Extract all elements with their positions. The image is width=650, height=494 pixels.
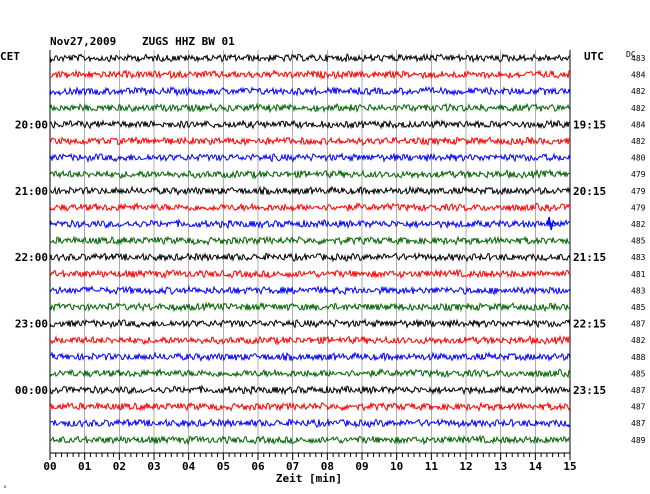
dc-offset-label: 487 xyxy=(631,320,646,329)
x-tick-label: 14 xyxy=(529,460,543,473)
x-tick-label: 10 xyxy=(390,460,403,473)
seismogram-trace xyxy=(49,417,571,429)
left-timezone-label: CET xyxy=(0,50,20,63)
left-time-label: 22:00 xyxy=(15,251,48,264)
seismogram-trace xyxy=(49,69,571,80)
dc-header-label: DC xyxy=(626,50,636,59)
right-timezone-label: UTC xyxy=(584,50,604,63)
dc-offset-label: 489 xyxy=(631,436,646,445)
dc-offset-label: 482 xyxy=(631,137,646,146)
seismogram-trace xyxy=(49,102,571,114)
dc-offset-label: 483 xyxy=(631,253,646,262)
left-time-label: 21:00 xyxy=(15,185,48,198)
dc-offset-label: 480 xyxy=(631,154,646,163)
dc-offset-label: 482 xyxy=(631,336,646,345)
x-tick-label: 04 xyxy=(182,460,196,473)
seismogram-trace xyxy=(49,185,571,196)
left-time-label: 00:00 xyxy=(15,384,48,397)
seismogram-trace xyxy=(49,53,571,64)
dc-offset-label: 487 xyxy=(631,403,646,412)
x-tick-label: 06 xyxy=(251,460,265,473)
x-tick-label: 15 xyxy=(563,460,576,473)
x-tick-label: 09 xyxy=(355,460,368,473)
seismogram-trace xyxy=(49,201,571,213)
dc-offset-label: 485 xyxy=(631,303,646,312)
dc-offset-label: 482 xyxy=(631,87,646,96)
seismogram-trace xyxy=(49,152,571,164)
seismogram-trace xyxy=(49,251,571,263)
seismogram-trace xyxy=(49,434,571,446)
x-tick-label: 02 xyxy=(113,460,126,473)
x-tick-label: 03 xyxy=(147,460,160,473)
right-time-labels: 19:15 20:15 21:15 22:15 23:15 xyxy=(573,118,606,397)
seismogram-trace xyxy=(49,318,571,330)
seismogram-trace xyxy=(49,85,571,98)
dc-offset-label: 483 xyxy=(631,286,646,295)
seismogram-trace xyxy=(49,301,571,313)
seismogram-trace xyxy=(49,168,571,180)
x-axis-label: Zeit [min] xyxy=(276,472,342,485)
seismogram-trace xyxy=(49,218,571,230)
seismogram-trace xyxy=(49,351,571,362)
right-time-label: 23:15 xyxy=(573,384,606,397)
right-time-label: 22:15 xyxy=(573,318,606,331)
dc-offset-label: 484 xyxy=(631,71,646,80)
station-name: ZUGS HHZ BW 01 xyxy=(142,35,235,48)
dc-offset-label: 482 xyxy=(631,220,646,229)
dc-offset-label: 479 xyxy=(631,203,646,212)
x-tick-label: 13 xyxy=(494,460,507,473)
dc-offset-label: 484 xyxy=(631,120,646,129)
seismogram-trace xyxy=(49,235,571,246)
dc-offset-label: 482 xyxy=(631,104,646,113)
seismogram-traces xyxy=(49,53,571,446)
right-time-label: 19:15 xyxy=(573,118,606,131)
dc-offset-label: 485 xyxy=(631,369,646,378)
x-tick-label: 12 xyxy=(459,460,472,473)
right-time-label: 21:15 xyxy=(573,251,606,264)
right-time-label: 20:15 xyxy=(573,185,606,198)
dc-offset-label: 487 xyxy=(631,419,646,428)
dc-offset-label: 487 xyxy=(631,386,646,395)
left-time-label: 20:00 xyxy=(15,118,48,131)
left-time-label: 23:00 xyxy=(15,318,48,331)
dc-offset-labels: 483 484 482 482 484 482 480 479 479 479 482 485 483 4… xyxy=(631,54,646,445)
event-spike xyxy=(546,216,556,231)
x-tick-label: 08 xyxy=(321,460,334,473)
corner-mark: ₓ xyxy=(3,482,7,490)
x-tick-label: 01 xyxy=(78,460,92,473)
x-tick-label: 00 xyxy=(43,460,56,473)
dc-offset-label: 488 xyxy=(631,353,646,362)
left-time-labels: 20:00 21:00 22:00 23:00 00:00 xyxy=(15,118,48,397)
x-tick-label: 11 xyxy=(425,460,439,473)
dc-offset-label: 485 xyxy=(631,237,646,246)
x-tick-label: 07 xyxy=(286,460,299,473)
seismogram-trace xyxy=(49,367,571,379)
seismogram-trace xyxy=(49,135,571,147)
seismogram-trace xyxy=(49,284,571,296)
x-axis: 00 01 02 03 04 05 06 07 08 09 10 11 12 13 14 15 xyxy=(43,452,577,473)
seismogram-trace xyxy=(49,334,571,346)
seismogram-trace xyxy=(49,401,571,412)
seismogram-trace xyxy=(49,119,571,130)
seismogram-trace xyxy=(49,268,571,280)
x-tick-label: 05 xyxy=(217,460,230,473)
minute-gridlines xyxy=(49,50,571,453)
dc-offset-label: 479 xyxy=(631,187,646,196)
dc-offset-label: 481 xyxy=(631,270,646,279)
chart-date: Nov27,2009 xyxy=(50,35,116,48)
dc-offset-label: 479 xyxy=(631,170,646,179)
dc-offset-label: 483 xyxy=(631,54,646,63)
seismogram-trace xyxy=(49,384,571,396)
